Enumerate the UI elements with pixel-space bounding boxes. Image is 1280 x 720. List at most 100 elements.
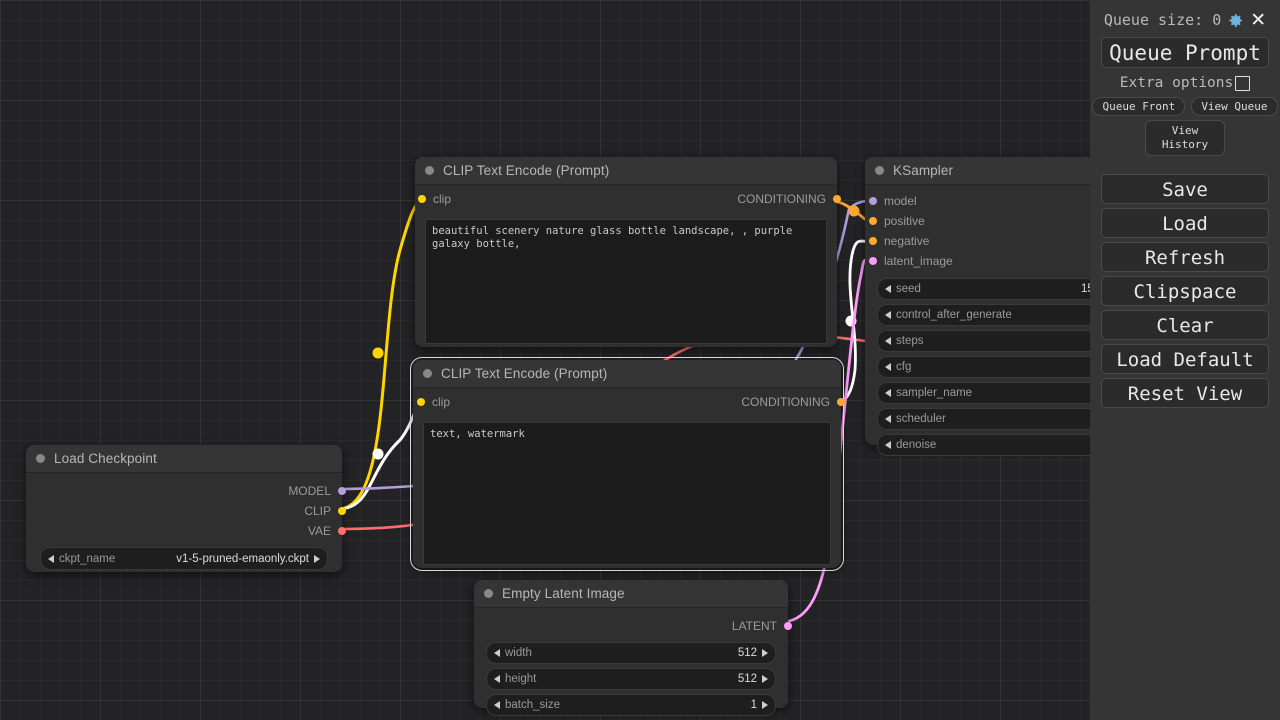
view-history-button[interactable]: View History [1144, 120, 1226, 156]
slot-row-clip-positive[interactable]: clip CONDITIONING [415, 185, 841, 213]
refresh-button[interactable]: Refresh [1101, 242, 1269, 272]
chevron-left-icon[interactable] [885, 363, 891, 371]
prompt-textarea-negative[interactable]: text, watermark [423, 422, 831, 565]
chevron-left-icon[interactable] [885, 415, 891, 423]
node-header-ksampler[interactable]: KSampler [865, 157, 1090, 185]
pin-latent-output[interactable] [784, 622, 792, 630]
chevron-right-icon[interactable] [314, 554, 320, 563]
link-clip-to-negative [336, 402, 421, 511]
view-queue-button[interactable]: View Queue [1191, 97, 1278, 116]
widget-control-after-generate[interactable]: control_after_generate ran [877, 304, 1090, 326]
slot-label: latent_image [884, 254, 953, 268]
widget-ckpt-name[interactable]: ckpt_name v1-5-pruned-emaonly.ckpt [40, 547, 328, 570]
widget-steps[interactable]: steps [877, 330, 1090, 352]
save-button[interactable]: Save [1101, 174, 1269, 204]
chevron-left-icon[interactable] [885, 311, 891, 319]
pin-latent-input[interactable] [869, 257, 877, 265]
pin-positive-input[interactable] [869, 217, 877, 225]
slot-label: CONDITIONING [737, 192, 826, 206]
input-slot-positive[interactable]: positive [865, 211, 1090, 231]
node-clip-text-encode-positive[interactable]: CLIP Text Encode (Prompt) clip CONDITION… [415, 157, 841, 347]
node-body-load-checkpoint: MODEL CLIP VAE [26, 473, 346, 570]
output-slot-vae[interactable]: VAE [26, 521, 346, 541]
node-title: CLIP Text Encode (Prompt) [443, 163, 610, 178]
pin-clip[interactable] [338, 507, 346, 515]
pin-vae[interactable] [338, 527, 346, 535]
pin-conditioning-output[interactable] [833, 195, 841, 203]
input-slot-model[interactable]: model [865, 191, 1090, 211]
gear-icon[interactable] [1227, 12, 1244, 29]
node-clip-text-encode-negative[interactable]: CLIP Text Encode (Prompt) clip CONDITION… [410, 357, 845, 571]
pin-conditioning-output[interactable] [837, 398, 845, 406]
slot-row-clip-negative[interactable]: clip CONDITIONING [413, 388, 845, 416]
widget-scheduler[interactable]: scheduler [877, 408, 1090, 430]
output-slot-latent[interactable]: LATENT [474, 616, 792, 636]
chevron-left-icon[interactable] [885, 389, 891, 397]
node-header-clip-positive[interactable]: CLIP Text Encode (Prompt) [415, 157, 837, 185]
chevron-right-icon[interactable] [762, 649, 768, 657]
node-header-clip-negative[interactable]: CLIP Text Encode (Prompt) [413, 360, 841, 388]
node-load-checkpoint[interactable]: Load Checkpoint MODEL CLIP [26, 445, 346, 572]
chevron-left-icon[interactable] [885, 337, 891, 345]
clear-button[interactable]: Clear [1101, 310, 1269, 340]
widget-batch-size[interactable]: batch_size 1 [486, 694, 776, 716]
slot-label: LATENT [731, 619, 777, 633]
node-collapse-icon[interactable] [484, 589, 493, 598]
slot-label: CONDITIONING [741, 395, 830, 409]
reset-view-button[interactable]: Reset View [1101, 378, 1269, 408]
slot-label: MODEL [288, 484, 331, 498]
chevron-right-icon[interactable] [762, 701, 768, 709]
graph-canvas[interactable]: Load Checkpoint MODEL CLIP [0, 0, 1090, 720]
menu-spacer [1090, 156, 1280, 170]
slot-label: model [884, 194, 917, 208]
chevron-left-icon[interactable] [494, 649, 500, 657]
node-header-load-checkpoint[interactable]: Load Checkpoint [26, 445, 342, 473]
load-button[interactable]: Load [1101, 208, 1269, 238]
link-dot-negative-cond [845, 315, 857, 327]
pin-clip-input[interactable] [417, 398, 425, 406]
widget-denoise[interactable]: denoise [877, 434, 1090, 456]
pin-model[interactable] [338, 487, 346, 495]
input-slot-latent-image[interactable]: latent_image [865, 251, 1090, 271]
chevron-left-icon[interactable] [885, 285, 891, 293]
node-collapse-icon[interactable] [875, 166, 884, 175]
widget-height[interactable]: height 512 [486, 668, 776, 690]
node-title: CLIP Text Encode (Prompt) [441, 366, 608, 381]
extra-options-row[interactable]: Extra options [1090, 71, 1280, 95]
load-default-button[interactable]: Load Default [1101, 344, 1269, 374]
chevron-left-icon[interactable] [494, 701, 500, 709]
node-title: Empty Latent Image [502, 586, 625, 601]
chevron-right-icon[interactable] [762, 675, 768, 683]
output-slot-clip[interactable]: CLIP [26, 501, 346, 521]
pin-negative-input[interactable] [869, 237, 877, 245]
widget-sampler-name[interactable]: sampler_name [877, 382, 1090, 404]
node-collapse-icon[interactable] [423, 369, 432, 378]
node-header-empty-latent[interactable]: Empty Latent Image [474, 580, 788, 608]
input-slot-negative[interactable]: negative [865, 231, 1090, 251]
node-collapse-icon[interactable] [36, 454, 45, 463]
link-dot-positive-cond [848, 205, 860, 217]
node-collapse-icon[interactable] [425, 166, 434, 175]
close-icon[interactable]: ✕ [1250, 9, 1267, 31]
queue-size-label: Queue size: 0 [1103, 11, 1222, 29]
queue-front-button[interactable]: Queue Front [1092, 97, 1186, 116]
prompt-textarea-positive[interactable]: beautiful scenery nature glass bottle la… [425, 219, 827, 344]
node-ksampler[interactable]: KSampler model positive negative [865, 157, 1090, 456]
chevron-left-icon[interactable] [885, 441, 891, 449]
output-slot-model[interactable]: MODEL [26, 481, 346, 501]
extra-options-checkbox[interactable] [1235, 75, 1251, 91]
clipspace-button[interactable]: Clipspace [1101, 276, 1269, 306]
extra-options-label: Extra options [1119, 75, 1234, 91]
slot-label: CLIP [304, 504, 331, 518]
widget-seed[interactable]: seed 1566802087 [877, 278, 1090, 300]
queue-prompt-button[interactable]: Queue Prompt [1101, 37, 1269, 68]
node-empty-latent-image[interactable]: Empty Latent Image LATENT width 512 [474, 580, 792, 716]
chevron-left-icon[interactable] [48, 554, 54, 563]
link-dot-clip-negative [372, 448, 384, 460]
widget-width[interactable]: width 512 [486, 642, 776, 664]
widget-cfg[interactable]: cfg [877, 356, 1090, 378]
pin-model-input[interactable] [869, 197, 877, 205]
chevron-left-icon[interactable] [494, 675, 500, 683]
link-dot-clip-positive [372, 347, 384, 359]
pin-clip-input[interactable] [418, 195, 426, 203]
